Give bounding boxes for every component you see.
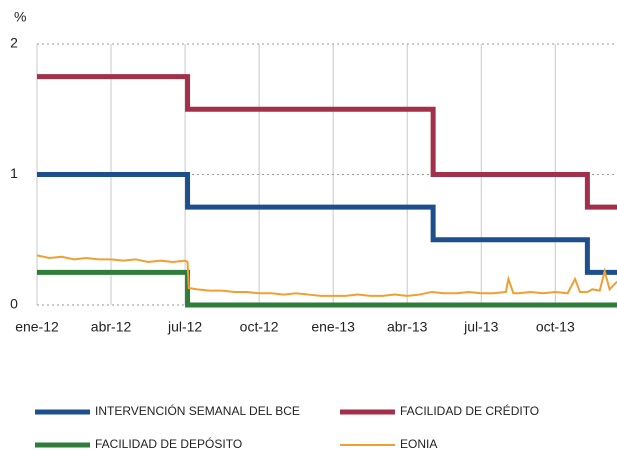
series-line	[37, 269, 617, 308]
legend-label: FACILIDAD DE CRÉDITO	[400, 403, 539, 418]
x-tick-label: ene-13	[311, 319, 355, 335]
y-tick-label: 1	[10, 165, 18, 181]
x-tick-label: jul-13	[463, 319, 498, 335]
series-line	[37, 74, 617, 210]
y-unit: %	[14, 9, 26, 25]
x-tick-label: oct-12	[240, 319, 279, 335]
legend-label: INTERVENCIÓN SEMANAL DEL BCE	[95, 403, 300, 418]
legend-label: FACILIDAD DE DEPÓSITO	[95, 436, 242, 450]
x-tick-label: ene-12	[15, 319, 59, 335]
series-line	[36, 254, 617, 297]
x-tick-label: abr-12	[91, 319, 132, 335]
y-tick-label: 0	[10, 296, 18, 312]
y-tick-label: 2	[10, 35, 18, 51]
legend-label: EONIA	[400, 437, 437, 450]
x-tick-label: jul-12	[167, 319, 202, 335]
x-tick-label: oct-13	[536, 319, 575, 335]
x-tick-label: abr-13	[387, 319, 428, 335]
series-line	[37, 172, 617, 275]
